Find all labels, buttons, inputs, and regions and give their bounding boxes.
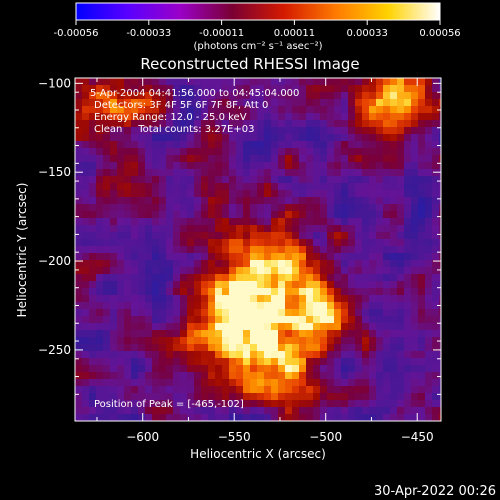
colorbar: [76, 3, 440, 20]
colorbar-tick-label: 0.00056: [419, 28, 460, 39]
x-tick-label: −600: [126, 430, 159, 444]
colorbar-tick-label: -0.00056: [54, 28, 99, 39]
annotation-time-range: 5-Apr-2004 04:41:56.000 to 04:45:04.000: [90, 88, 299, 99]
annotation-energy-range: Energy Range: 12.0 - 25.0 keV: [94, 112, 247, 123]
x-axis-label: Heliocentric X (arcsec): [190, 447, 326, 461]
colorbar-ticks: -0.00056 -0.00033 -0.00011 0.00011 0.00033 0.…: [54, 20, 461, 39]
y-tick-label: −100: [38, 76, 71, 90]
y-tick-label: −150: [38, 165, 71, 179]
y-tick-label: −200: [38, 254, 71, 268]
x-tick-label: −550: [218, 430, 251, 444]
x-tick-label: −500: [309, 430, 342, 444]
colorbar-tick-label: -0.00011: [199, 28, 244, 39]
annotation-clean-counts: Clean Total counts: 3.27E+03: [94, 124, 254, 135]
colorbar-tick-label: 0.00011: [274, 28, 315, 39]
annotation-peak-position: Position of Peak = [-465,-102]: [94, 399, 244, 410]
chart-title: Reconstructed RHESSI Image: [140, 55, 359, 73]
colorbar-tick-label: -0.00033: [126, 28, 171, 39]
x-tick-label: −450: [401, 430, 434, 444]
colorbar-unit-label: (photons cm⁻² s⁻¹ asec⁻²): [193, 41, 322, 52]
colorbar-tick-label: 0.00033: [347, 28, 388, 39]
y-tick-label: −250: [38, 343, 71, 357]
y-axis-label: Heliocentric Y (arcsec): [15, 183, 29, 318]
footer-timestamp: 30-Apr-2022 00:26: [374, 484, 496, 499]
annotation-detectors: Detectors: 3F 4F 5F 6F 7F 8F, Att 0: [94, 100, 268, 111]
